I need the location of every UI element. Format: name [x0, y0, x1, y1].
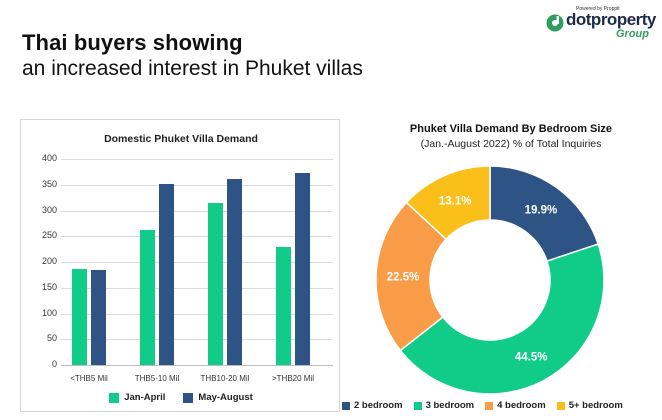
legend-item-5-bedroom: 5+ bedroom	[556, 400, 623, 411]
headline: Thai buyers showing an increased interes…	[22, 30, 363, 82]
legend-swatch-3-bedroom	[413, 401, 422, 410]
legend-label-may-august: May-August	[198, 392, 253, 403]
donut-slice-label: 19.9%	[525, 204, 558, 216]
gridline	[61, 339, 333, 341]
gridline	[61, 184, 333, 186]
legend-swatch-may-august	[183, 392, 194, 403]
gridline	[61, 365, 333, 366]
y-tick-label: 100	[41, 307, 57, 318]
legend-item-4-bedroom: 4 bedroom	[485, 400, 546, 411]
y-tick-label: 250	[41, 230, 57, 241]
bar-chart-plot: 0 50 100 150 200 250 300 350 400 <THB5 Mil THB5-10…	[21, 120, 341, 413]
donut-chart-legend: 2 bedroom 3 bedroom 4 bedroom 5+ bedroom	[342, 400, 662, 411]
dotproperty-logo: Powered by Propplt dotproperty Group	[546, 6, 658, 46]
bar-chart-legend: Jan-April May-August	[21, 392, 341, 403]
headline-subtitle: an increased interest in Phuket villas	[22, 57, 363, 80]
legend-label-jan-april: Jan-April	[124, 392, 166, 403]
donut-slice-3-bedroom	[399, 243, 605, 394]
donut-slice-5-bedroom	[405, 165, 491, 241]
legend-swatch-4-bedroom	[485, 401, 494, 410]
bar-jan-april	[140, 230, 155, 365]
donut-slice-4-bedroom	[375, 201, 448, 352]
x-tick-label: THB5-10 Mil	[134, 374, 180, 383]
dotproperty-mark-icon	[546, 14, 564, 32]
brand-name: dotproperty	[566, 10, 656, 29]
legend-label-4-bedroom: 4 bedroom	[497, 400, 546, 411]
brand-group: Group	[616, 28, 649, 40]
legend-swatch-jan-april	[109, 392, 120, 403]
legend-item-2-bedroom: 2 bedroom	[342, 400, 403, 411]
y-tick-label: 150	[41, 281, 57, 292]
x-tick-label: >THB20 Mil	[271, 374, 314, 383]
legend-swatch-2-bedroom	[342, 401, 350, 410]
bar-chart-title: Domestic Phuket Villa Demand	[104, 133, 258, 145]
bar-jan-april	[72, 268, 87, 365]
bar-chart-panel: Domestic Phuket Villa Demand 0 50 100 150 20…	[20, 119, 340, 412]
bar-may-august	[295, 172, 310, 365]
bar-may-august	[91, 269, 106, 365]
bar-may-august	[159, 183, 174, 365]
donut-slice-label: 22.5%	[387, 271, 420, 283]
legend-label-2-bedroom: 2 bedroom	[354, 400, 403, 411]
bar-jan-april	[276, 247, 291, 365]
gridline	[61, 159, 333, 160]
donut-slice-label: 13.1%	[439, 195, 472, 207]
y-tick-label: 50	[46, 333, 57, 344]
x-tick-label: <THB5 Mil	[70, 374, 108, 383]
bar-may-august	[227, 178, 242, 365]
headline-title: Thai buyers showing	[22, 30, 243, 55]
legend-item-may-august: May-August	[183, 392, 253, 403]
donut-chart: 19.9% 44.5% 22.5% 13.1%	[375, 165, 605, 394]
y-tick-label: 400	[41, 153, 57, 163]
donut-slice-2-bedroom	[489, 165, 600, 263]
x-tick-label: THB10-20 Mil	[200, 374, 250, 383]
legend-label-3-bedroom: 3 bedroom	[425, 400, 475, 411]
y-tick-label: 200	[41, 256, 57, 266]
y-tick-label: 0	[51, 359, 57, 369]
donut-slice-label: 44.5%	[515, 352, 548, 364]
legend-item-3-bedroom: 3 bedroom	[413, 400, 475, 411]
donut-chart-subtitle: (Jan.-August 2022) % of Total Inquiries	[420, 138, 602, 150]
y-tick-label: 300	[41, 204, 57, 215]
gridline	[61, 210, 333, 212]
gridline	[61, 236, 333, 238]
bar-jan-april	[208, 203, 223, 365]
donut-chart-title: Phuket Villa Demand By Bedroom Size	[409, 123, 613, 135]
gridline	[61, 313, 333, 315]
gridline	[61, 287, 333, 289]
legend-label-5-bedroom: 5+ bedroom	[568, 400, 623, 411]
powered-by-text: Powered by Propplt	[576, 6, 620, 12]
legend-item-jan-april: Jan-April	[109, 392, 165, 403]
y-tick-label: 350	[41, 178, 57, 189]
gridline	[61, 262, 333, 263]
legend-swatch-5-bedroom	[556, 401, 565, 410]
